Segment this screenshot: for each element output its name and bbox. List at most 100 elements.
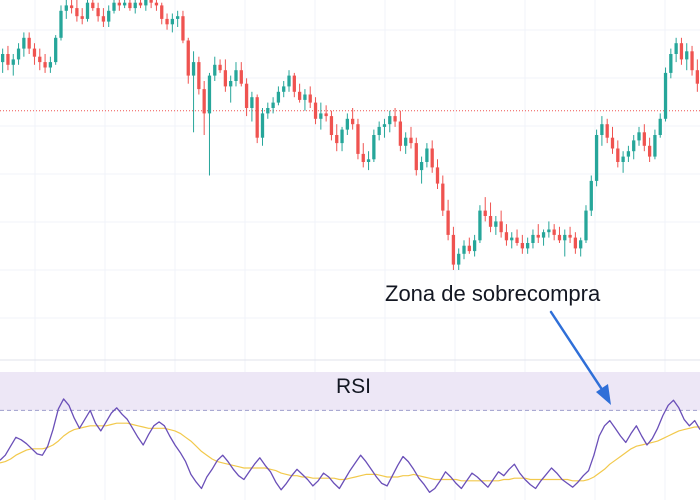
candle-body bbox=[54, 37, 58, 63]
candle-body bbox=[255, 97, 259, 138]
candle-body bbox=[27, 37, 31, 49]
candle bbox=[552, 224, 556, 241]
candle-body bbox=[133, 2, 137, 9]
candle-body bbox=[488, 216, 493, 227]
candle bbox=[239, 62, 243, 87]
candle bbox=[6, 45, 10, 71]
candle bbox=[531, 229, 535, 249]
candle-body bbox=[669, 54, 673, 73]
candle bbox=[520, 234, 524, 254]
candle bbox=[632, 135, 636, 160]
candle bbox=[388, 110, 392, 133]
candle bbox=[32, 43, 37, 65]
candle-body bbox=[605, 124, 609, 138]
candle-body bbox=[345, 118, 349, 130]
rsi-line bbox=[0, 398, 700, 493]
candle bbox=[690, 45, 694, 76]
candle bbox=[255, 94, 259, 144]
candle-body bbox=[59, 10, 63, 38]
candle-body bbox=[191, 62, 196, 76]
candle bbox=[653, 129, 657, 160]
candle bbox=[335, 124, 339, 152]
candle bbox=[377, 121, 381, 141]
candle bbox=[419, 156, 424, 184]
candle bbox=[122, 0, 127, 9]
annotations: Zona de sobrecompra RSI bbox=[336, 281, 611, 405]
candle-body bbox=[85, 2, 90, 19]
candle-body bbox=[419, 162, 424, 171]
candle-body bbox=[144, 0, 148, 6]
candle bbox=[642, 124, 646, 152]
candle bbox=[75, 0, 79, 22]
candle-body bbox=[366, 159, 371, 162]
candle bbox=[605, 118, 609, 144]
candle-body bbox=[292, 75, 296, 92]
candle-body bbox=[610, 137, 615, 149]
candle bbox=[297, 83, 302, 103]
candle-body bbox=[377, 126, 381, 135]
candle bbox=[197, 56, 201, 95]
candle-body bbox=[382, 124, 387, 127]
candle-body bbox=[573, 237, 578, 249]
candle-body bbox=[297, 91, 302, 100]
candle-body bbox=[160, 5, 164, 19]
candle-body bbox=[128, 2, 132, 9]
candle bbox=[48, 56, 53, 73]
candle bbox=[372, 129, 376, 162]
candle-body bbox=[589, 180, 593, 211]
candle bbox=[329, 110, 334, 141]
candle-body bbox=[213, 64, 217, 76]
candle-body bbox=[398, 121, 403, 146]
candle-body bbox=[64, 5, 68, 11]
candle-body bbox=[313, 102, 318, 119]
candle bbox=[213, 56, 217, 81]
candle-body bbox=[372, 135, 376, 160]
candle bbox=[80, 8, 84, 25]
candle bbox=[478, 205, 482, 243]
rsi-title-label: RSI bbox=[336, 375, 371, 398]
candle-body bbox=[388, 116, 392, 125]
candle-body bbox=[1, 54, 5, 63]
candle bbox=[589, 175, 593, 216]
candle bbox=[584, 205, 588, 243]
candle-body bbox=[621, 156, 625, 162]
candle-body bbox=[637, 132, 641, 141]
candle-body bbox=[96, 8, 100, 17]
candle bbox=[160, 2, 164, 25]
candle bbox=[499, 210, 503, 238]
candle-body bbox=[393, 116, 397, 122]
candle bbox=[128, 0, 132, 11]
candle-body bbox=[462, 245, 466, 254]
candle-body bbox=[43, 62, 47, 68]
annotation-arrow-head bbox=[596, 384, 611, 405]
candle bbox=[541, 229, 546, 246]
candle bbox=[621, 151, 625, 173]
candle-body bbox=[361, 153, 365, 162]
candle-body bbox=[75, 8, 79, 17]
candle bbox=[345, 113, 349, 135]
candle bbox=[494, 216, 498, 235]
candle bbox=[573, 232, 578, 254]
candle bbox=[186, 37, 190, 84]
candle bbox=[22, 32, 26, 57]
candle bbox=[356, 118, 360, 160]
candle-body bbox=[22, 37, 26, 49]
candle bbox=[610, 126, 615, 154]
candle-body bbox=[223, 70, 228, 87]
overbought-zone-label: Zona de sobrecompra bbox=[385, 281, 601, 306]
candle bbox=[101, 8, 106, 27]
candle-body bbox=[425, 148, 429, 162]
candle bbox=[154, 0, 159, 11]
candle bbox=[600, 116, 604, 146]
candle-body bbox=[584, 210, 588, 241]
candle bbox=[674, 37, 678, 63]
candle-body bbox=[329, 116, 334, 135]
candle bbox=[207, 72, 212, 176]
candle bbox=[319, 102, 323, 130]
candle-body bbox=[80, 16, 84, 19]
candle bbox=[658, 113, 662, 138]
candle bbox=[11, 54, 15, 76]
candle-body bbox=[91, 2, 95, 9]
candle-body bbox=[154, 2, 159, 6]
candle bbox=[409, 126, 413, 149]
